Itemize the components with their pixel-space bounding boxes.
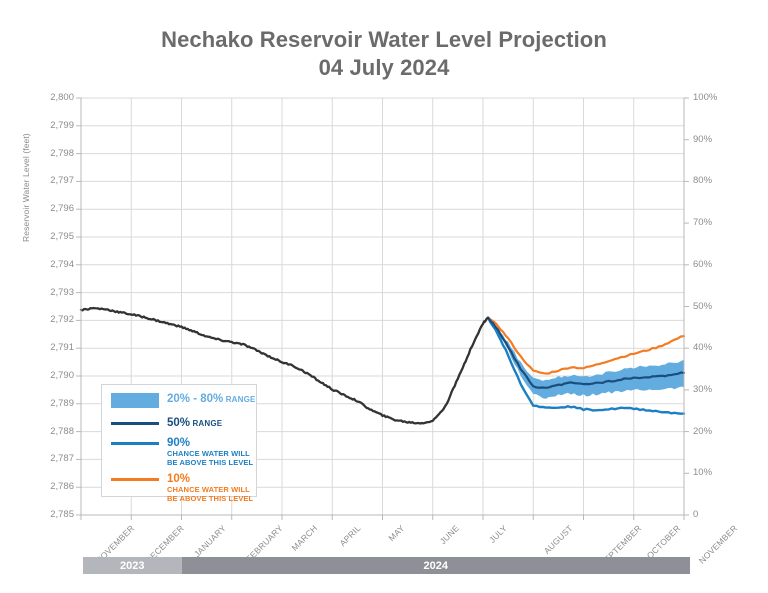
legend-item-chance-10[interactable]: 10% CHANCE WATER WILL BE ABOVE THIS LEVEL: [111, 473, 253, 503]
y-tick-left: 2,786: [50, 481, 74, 493]
y-tick-left: 2,785: [50, 509, 74, 520]
y-tick-right: 50%: [693, 300, 713, 312]
title-line-1: Nechako Reservoir Water Level Projection: [161, 27, 607, 52]
data-series: [79, 306, 686, 425]
chart-legend: 20% - 80% RANGE 50% RANGE 90% CHANCE WATER …: [101, 384, 257, 503]
uncertainty-band: [488, 317, 684, 399]
year-band-label: 2023: [120, 559, 145, 572]
y-tick-right: 0: [693, 509, 699, 520]
legend-swatch-range-50: [111, 422, 159, 425]
title-line-2: 04 July 2024: [318, 55, 450, 80]
y-tick-right: 80%: [693, 175, 713, 187]
y-tick-right: 100%: [693, 92, 718, 103]
legend-item-range-50[interactable]: 50% RANGE: [111, 417, 222, 430]
year-band-2023: 2023: [83, 557, 182, 574]
y-tick-left: 2,799: [50, 119, 74, 131]
y-tick-right: 30%: [693, 383, 713, 395]
y-tick-left: 2,787: [50, 453, 74, 465]
y-tick-left: 2,796: [50, 203, 74, 215]
legend-sublabel-chance-10: CHANCE WATER WILL: [167, 485, 250, 494]
y-tick-left: 2,800: [50, 92, 74, 103]
y-tick-right: 40%: [693, 342, 713, 354]
legend-label-chance-10: 10%: [167, 473, 191, 485]
axis-frame: [76, 97, 689, 520]
legend-sublabel-chance-10: BE ABOVE THIS LEVEL: [167, 494, 254, 503]
legend-swatch-range-20-80: [111, 393, 159, 408]
y-tick-left: 2,789: [50, 397, 74, 409]
y-tick-right: 20%: [693, 425, 713, 437]
y-tick-right: 70%: [693, 217, 713, 229]
y-tick-left: 2,792: [50, 314, 74, 326]
chart-title: Nechako Reservoir Water Level Projection…: [0, 26, 768, 82]
legend-label-range-50: 50% RANGE: [167, 417, 223, 429]
legend-suffix-range-20-80: RANGE: [223, 395, 256, 404]
legend-swatch-chance-90: [111, 442, 159, 445]
y-tick-right: 90%: [693, 133, 713, 145]
y-tick-left: 2,798: [50, 147, 74, 159]
legend-label-range-20-80: 20% - 80% RANGE: [167, 393, 256, 405]
legend-item-range-20-80[interactable]: 20% - 80% RANGE: [111, 393, 256, 408]
legend-suffix-range-50: RANGE: [190, 419, 223, 428]
legend-sublabel-chance-90: BE ABOVE THIS LEVEL: [167, 458, 254, 467]
legend-sublabel-chance-90: CHANCE WATER WILL: [167, 449, 250, 458]
legend-item-chance-90[interactable]: 90% CHANCE WATER WILL BE ABOVE THIS LEVEL: [111, 437, 253, 467]
y-tick-left: 2,788: [50, 425, 74, 437]
y-tick-right: 10%: [693, 467, 713, 479]
year-band-label: 2024: [423, 559, 448, 572]
y-tick-right: 60%: [693, 258, 713, 270]
year-band-2024: 2024: [181, 557, 690, 574]
y-tick-left: 2,797: [50, 175, 74, 187]
y-tick-left: 2,795: [50, 231, 74, 242]
y-tick-left: 2,793: [50, 286, 74, 298]
legend-swatch-chance-10: [111, 478, 159, 481]
y-tick-left: 2,791: [50, 342, 74, 354]
legend-label-chance-90: 90%: [167, 437, 191, 449]
y-tick-left: 2,790: [50, 370, 74, 381]
y-tick-left: 2,794: [50, 258, 74, 270]
